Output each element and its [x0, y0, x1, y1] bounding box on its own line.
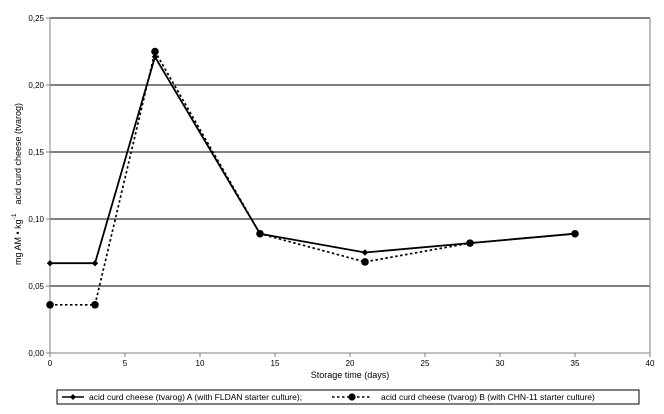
- data-point: [46, 260, 54, 267]
- data-point: [151, 53, 159, 61]
- y-tick-label: 0,05: [28, 282, 44, 291]
- x-tick-label: 40: [646, 359, 655, 368]
- legend-label-series-a: acid curd cheese (tvarog) A (with FLDAN …: [89, 392, 302, 402]
- x-tick-label: 30: [496, 359, 505, 368]
- x-tick-label: 5: [123, 359, 128, 368]
- axes: [46, 17, 651, 357]
- data-point: [361, 249, 369, 256]
- gridlines: [50, 17, 650, 287]
- data-point: [91, 260, 99, 267]
- legend-diamond-icon: [70, 394, 76, 400]
- y-tick-label: 0,15: [28, 148, 44, 157]
- legend-circle-icon: [348, 393, 356, 401]
- data-point: [256, 230, 264, 237]
- y-tick-label: 0,20: [28, 81, 44, 90]
- x-tick-label: 35: [571, 359, 580, 368]
- y-tick-label: 0,25: [28, 14, 44, 23]
- y-tick-label: 0,10: [28, 215, 44, 224]
- x-tick-label: 25: [421, 359, 430, 368]
- x-tick-label: 15: [271, 359, 280, 368]
- series-layer: [46, 47, 579, 309]
- data-point: [361, 258, 369, 266]
- tick-labels: 0,00 0,05 0,10 0,15 0,20 0,25 0 5 10 15 20 25 30 35 40: [28, 14, 655, 368]
- y-axis-title-superscript: -1: [11, 213, 18, 219]
- legend: acid curd cheese (tvarog) A (with FLDAN …: [56, 389, 640, 405]
- data-point: [91, 300, 99, 309]
- x-tick-label: 0: [48, 359, 53, 368]
- x-axis-title: Storage time (days): [311, 370, 390, 380]
- y-tick-label: 0,00: [28, 349, 44, 358]
- y-axis-title-main: mg AM • kg: [13, 219, 23, 265]
- legend-label-series-b: acid curd cheese (tvarog) B (with CHN-11…: [381, 392, 595, 402]
- y-axis-title-tail: acid curd cheese (tvarog): [13, 103, 23, 205]
- y-axis-title: mg AM • kg-1 acid curd cheese (tvarog): [11, 103, 23, 265]
- series-a: [46, 53, 579, 267]
- data-point: [571, 230, 579, 237]
- data-point: [151, 47, 159, 56]
- data-point: [46, 300, 54, 309]
- x-tick-label: 10: [196, 359, 205, 368]
- data-point: [466, 239, 474, 247]
- x-tick-label: 20: [346, 359, 355, 368]
